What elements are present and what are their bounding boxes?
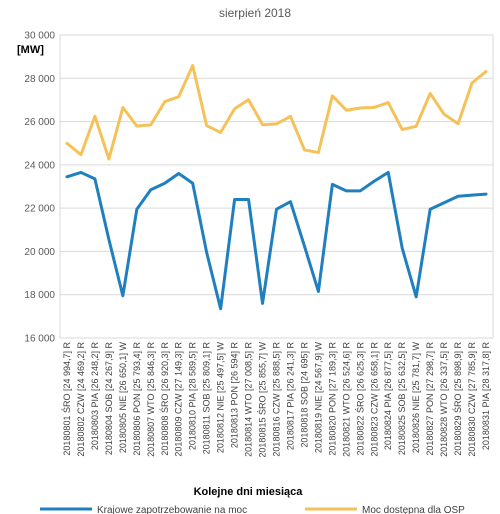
x-tick-label: 20180830 CZW [27 785,9] R [467, 342, 477, 457]
y-tick-label: 28 000 [24, 74, 55, 85]
series-line-2 [65, 64, 488, 161]
x-tick-label: 20180817 PIA [26 241,3] R [285, 342, 295, 451]
x-tick-label: 20180820 PON [27 189,3] R [327, 342, 337, 456]
y-tick-label: 30 000 [24, 31, 55, 42]
x-tick-label: 20180810 PIA [28 589,5] R [188, 342, 198, 451]
x-tick-label: 20180815 ŚRO [25 855,7] W [257, 341, 268, 457]
legend: Krajowe zapotrzebowanie na moc Moc dostęp… [40, 505, 465, 514]
chart-title: sierpień 2018 [219, 6, 291, 20]
x-tick-label: 20180828 WTO [26 337,5] R [439, 342, 449, 457]
x-tick-label: 20180809 CZW [27 149,3] R [174, 342, 184, 457]
x-tick-label: 20180804 SOB [24 267,9] R [104, 342, 114, 456]
x-tick-label: 20180807 WTO [25 846,3] R [146, 342, 156, 457]
x-tick-label: 20180829 ŚRO [25 898,9] R [452, 342, 463, 456]
y-tick-label: 24 000 [24, 160, 55, 171]
x-tick-label: 20180823 CZW [26 658,1] R [369, 342, 379, 457]
series-lines [65, 64, 488, 311]
x-axis-label: Kolejne dni miesiąca [194, 486, 304, 498]
x-tick-label: 20180811 SOB [25 809,1] R [202, 342, 212, 455]
x-tick-label: 20180826 NIE [25 781,7] W [411, 341, 421, 453]
x-tick-label: 20180802 CZW [24 469,2] R [76, 342, 86, 457]
x-tick-label: 20180812 NIE [25 497,5] W [216, 341, 226, 453]
x-tick-label: 20180819 NIE [24 567,9] W [313, 341, 323, 453]
x-tick-label: 20180814 WTO [27 008,5] R [244, 342, 254, 457]
legend-label: Moc dostępna dla OSP [362, 505, 465, 514]
y-axis-ticks: 16 000 18 000 20 000 22 000 24 000 26 000 28 0… [24, 31, 55, 345]
y-tick-label: 16 000 [24, 334, 55, 345]
y-tick-label: 26 000 [24, 117, 55, 128]
y-tick-label: 18 000 [24, 290, 55, 301]
x-tick-label: 20180821 WTO [26 524,6] R [341, 342, 351, 457]
x-tick-label: 20180824 PIA [26 877,5] R [383, 342, 393, 451]
x-tick-label: 20180822 ŚRO [26 625,3] R [354, 342, 365, 456]
x-tick-label: 20180816 CZW [25 888,5] R [272, 342, 282, 457]
x-axis-ticks: 20180801 ŚRO [24 994,7] R 20180802 CZW [2… [61, 341, 491, 457]
unit-label: [MW] [17, 44, 44, 56]
plot-frame [59, 34, 494, 339]
y-tick-label: 20 000 [24, 247, 55, 258]
series-line-1 [65, 170, 488, 311]
x-tick-label: 20180831 PIA [28 317,8] R [481, 342, 491, 451]
x-tick-label: 20180825 SOB [25 632,5] R [397, 342, 407, 456]
legend-label: Krajowe zapotrzebowanie na moc [97, 505, 247, 514]
x-tick-label: 20180808 ŚRO [26 920,3] R [159, 342, 170, 456]
x-tick-label: 20180813 PON [26 594] R [230, 342, 240, 449]
y-tick-label: 22 000 [24, 204, 55, 215]
x-tick-label: 20180803 PIA [26 248,2] R [90, 342, 100, 451]
x-tick-label: 20180827 PON [27 298,7] R [425, 342, 435, 456]
x-tick-label: 20180801 ŚRO [24 994,7] R [61, 342, 72, 456]
x-tick-label: 20180806 PON [25 793,4] R [132, 342, 142, 456]
gridlines [59, 34, 494, 339]
x-tick-label: 20180818 SOB [24 695] R [299, 342, 309, 448]
x-tick-label: 20180805 NIE [26 650,1] W [118, 341, 128, 453]
